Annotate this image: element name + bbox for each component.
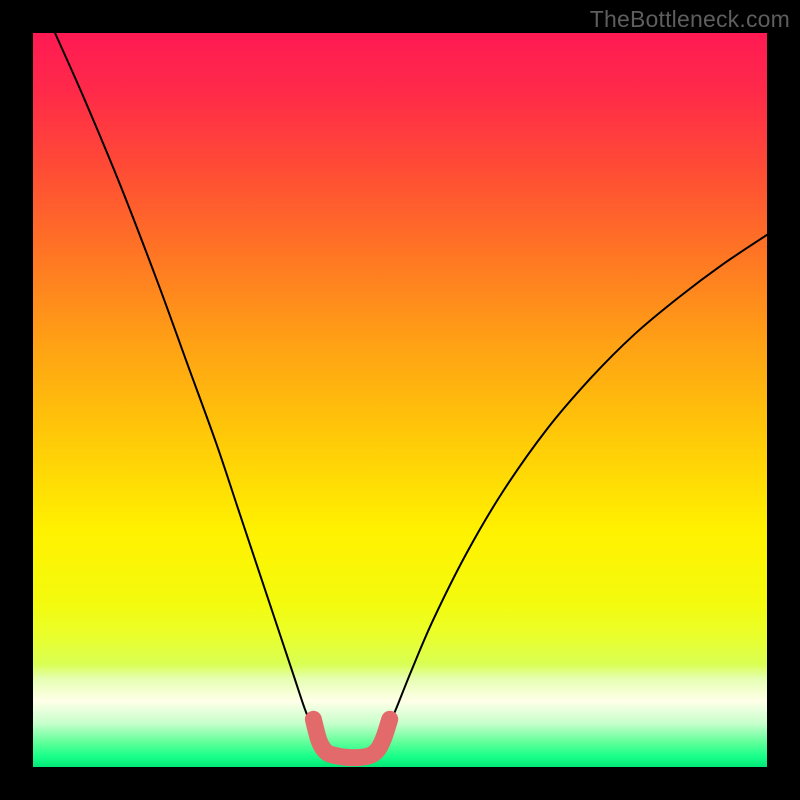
chart-container: TheBottleneck.com (0, 0, 800, 800)
plot-svg (33, 33, 767, 767)
watermark-label: TheBottleneck.com (590, 6, 790, 33)
plot-area (33, 33, 767, 767)
plot-background (33, 33, 767, 767)
